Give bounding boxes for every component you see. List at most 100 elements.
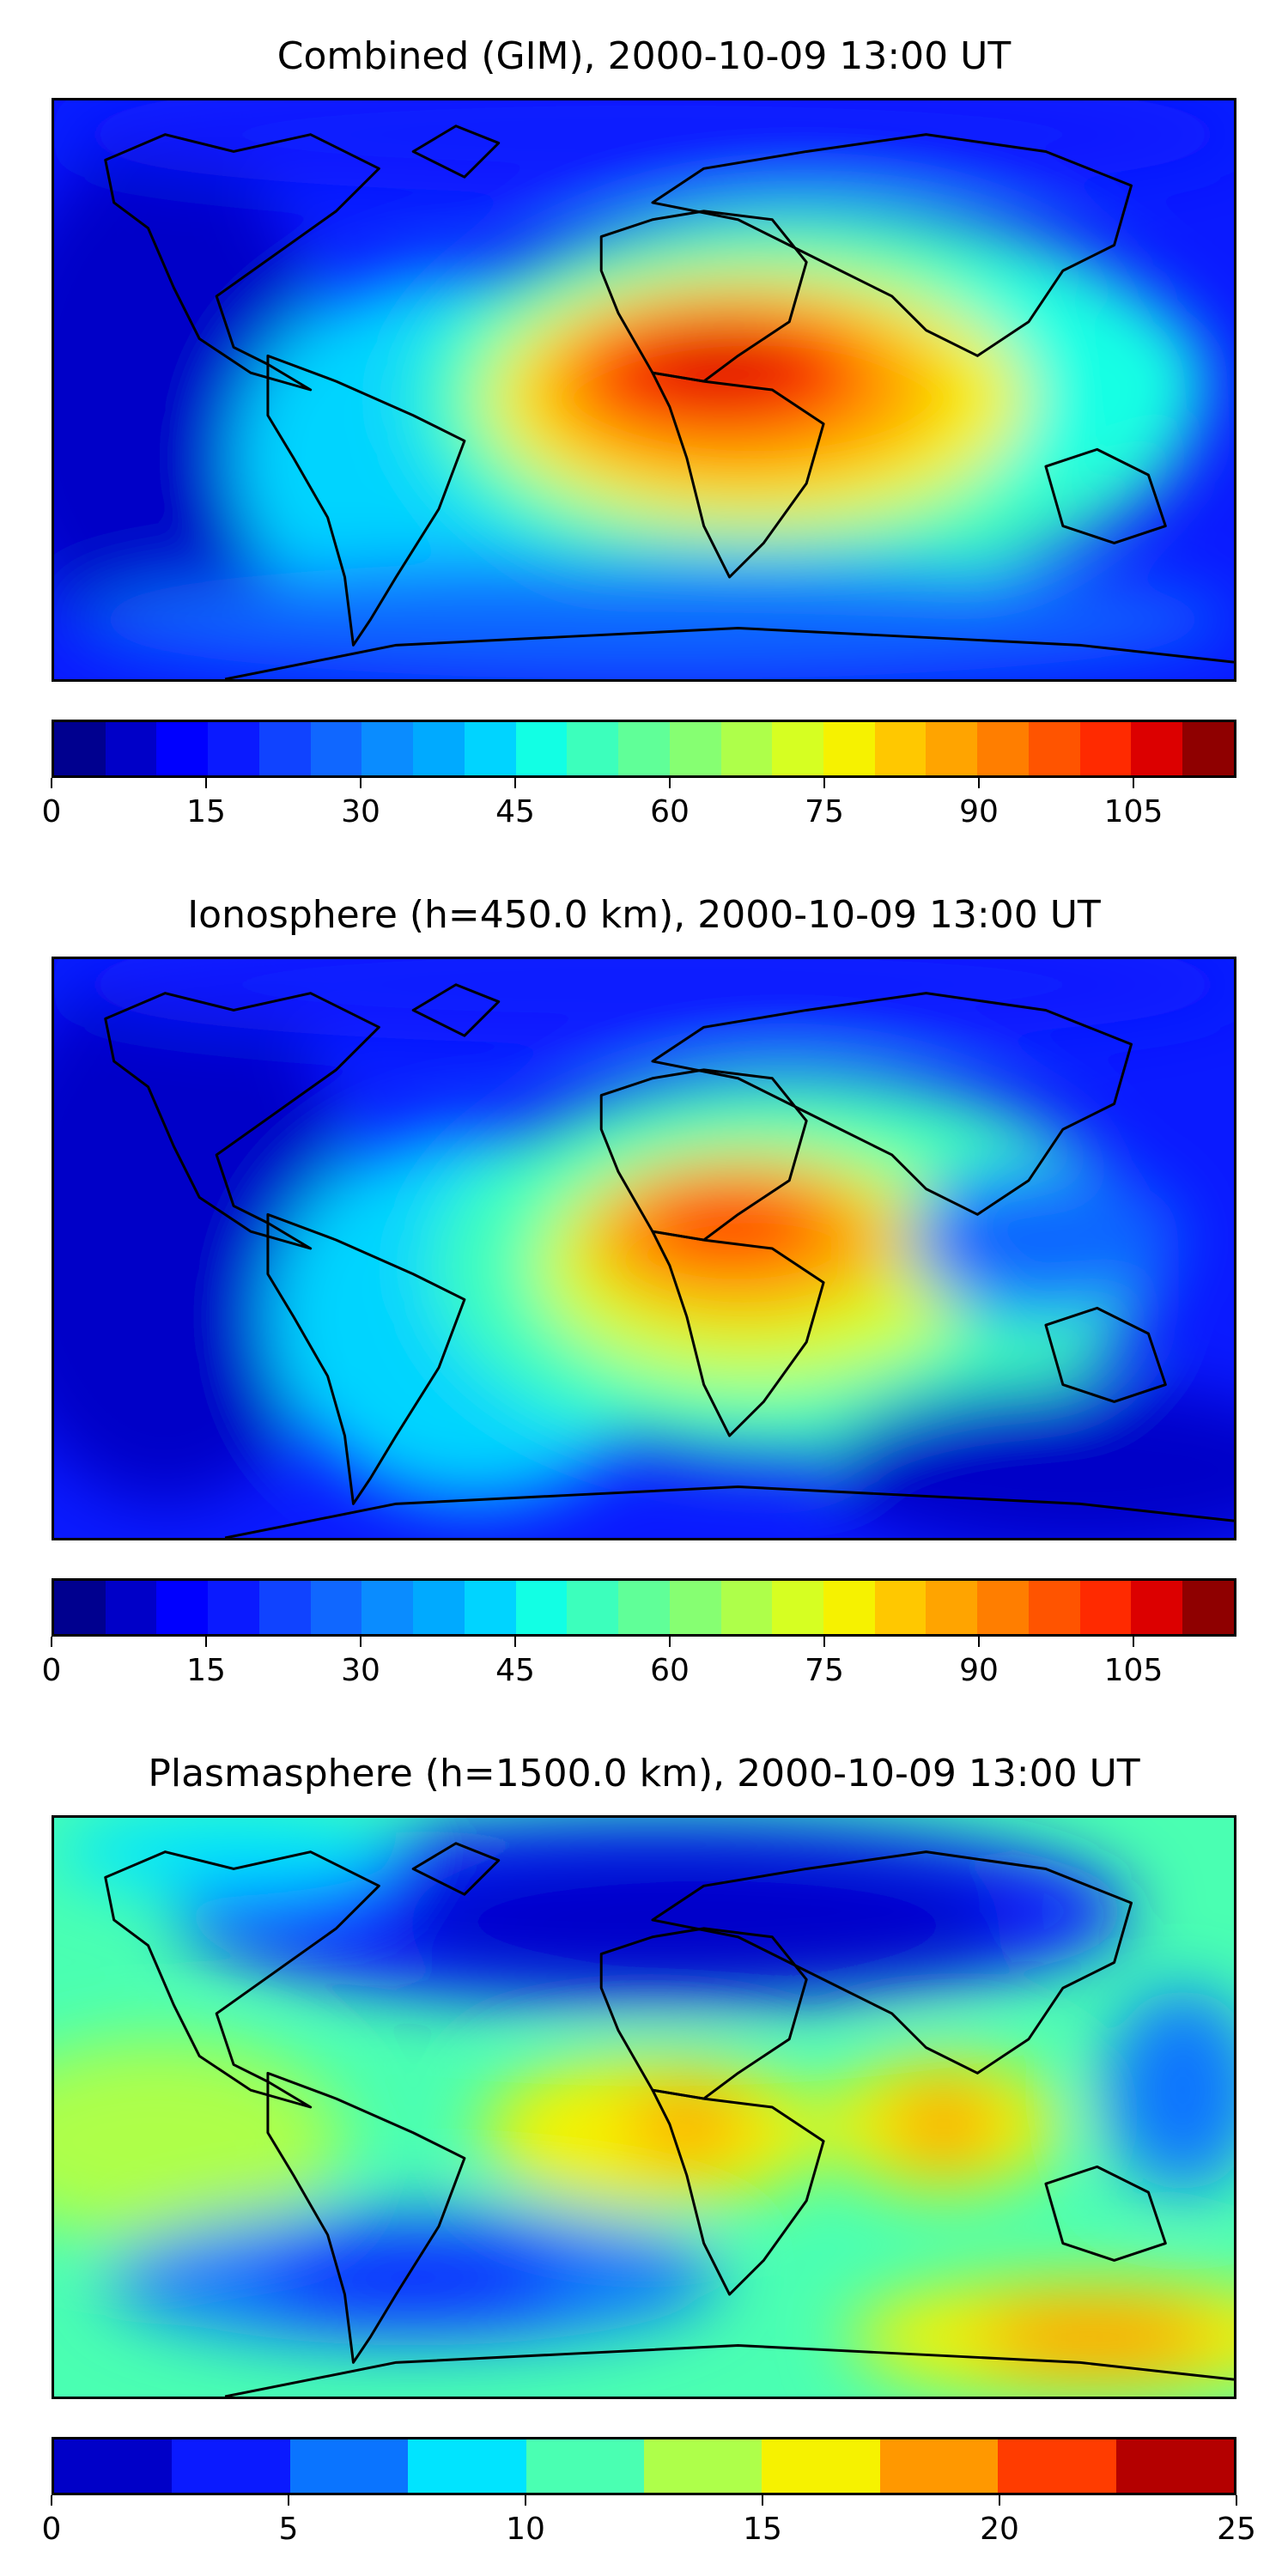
tick-mark bbox=[51, 2495, 52, 2506]
tick-mark bbox=[51, 1637, 52, 1647]
colorbar-level bbox=[408, 2439, 526, 2493]
colorbar-level bbox=[644, 2439, 762, 2493]
tick-mark bbox=[514, 1637, 516, 1647]
tick-mark bbox=[978, 1637, 980, 1647]
tick-mark bbox=[1133, 1637, 1134, 1647]
colorbar-level bbox=[1131, 722, 1183, 775]
colorbar-level bbox=[54, 2439, 173, 2493]
combined-tec-map bbox=[52, 98, 1236, 682]
tick-label: 45 bbox=[495, 794, 535, 829]
tick-label: 0 bbox=[41, 1653, 62, 1688]
colorbar-level bbox=[874, 722, 927, 775]
tick-mark bbox=[823, 1637, 825, 1647]
colorbar-level bbox=[879, 2439, 999, 2493]
tick-mark bbox=[978, 778, 980, 788]
tick-mark bbox=[669, 778, 671, 788]
tick-label: 20 bbox=[980, 2512, 1019, 2547]
tick-label: 90 bbox=[959, 1653, 999, 1688]
colorbar-level bbox=[998, 2439, 1116, 2493]
tick-mark bbox=[51, 778, 52, 788]
colorbar-level bbox=[772, 1581, 824, 1634]
tick-label: 105 bbox=[1103, 1653, 1163, 1688]
tick-label: 105 bbox=[1103, 794, 1163, 829]
colorbar-level bbox=[618, 722, 670, 775]
colorbar-level bbox=[526, 2439, 645, 2493]
tick-mark bbox=[360, 1637, 361, 1647]
tick-mark bbox=[1133, 778, 1134, 788]
plasmasphere-panel: Plasmasphere (h=1500.0 km), 2000-10-09 1… bbox=[0, 1717, 1288, 2576]
colorbar-level bbox=[1079, 722, 1132, 775]
tick-label: 5 bbox=[278, 2512, 299, 2547]
colorbar-level bbox=[720, 722, 773, 775]
colorbar-level bbox=[172, 2439, 290, 2493]
colorbar-level bbox=[669, 722, 721, 775]
tick-label: 15 bbox=[186, 794, 226, 829]
colorbar-level bbox=[464, 722, 516, 775]
colorbar-level bbox=[361, 722, 414, 775]
ionosphere-colorbar-ticks: 0 15 30 45 60 75 90 105 bbox=[42, 1637, 1236, 1697]
colorbar-level bbox=[361, 1581, 414, 1634]
colorbar-level bbox=[977, 1581, 1029, 1634]
tick-mark bbox=[360, 778, 361, 788]
colorbar-level bbox=[1079, 1581, 1132, 1634]
colorbar-level bbox=[669, 1581, 721, 1634]
tick-mark bbox=[205, 778, 207, 788]
tick-label: 75 bbox=[805, 794, 844, 829]
colorbar-level bbox=[1115, 2439, 1234, 2493]
combined-colorbar-ticks: 0 15 30 45 60 75 90 105 bbox=[42, 778, 1236, 838]
colorbar-level bbox=[567, 1581, 619, 1634]
tick-mark bbox=[1236, 2495, 1237, 2506]
colorbar-level bbox=[208, 722, 259, 775]
panel-title: Ionosphere (h=450.0 km), 2000-10-09 13:0… bbox=[187, 893, 1101, 937]
tick-mark bbox=[762, 2495, 763, 2506]
tick-label: 30 bbox=[341, 794, 380, 829]
colorbar-level bbox=[258, 1581, 311, 1634]
plasmasphere-colorbar-ticks: 0 5 10 15 20 25 bbox=[42, 2495, 1256, 2555]
colorbar-level bbox=[874, 1581, 927, 1634]
combined-colorbar bbox=[52, 720, 1236, 778]
colorbar-level bbox=[1182, 722, 1234, 775]
tick-label: 60 bbox=[650, 794, 690, 829]
tick-mark bbox=[514, 778, 516, 788]
tick-mark bbox=[999, 2495, 1000, 2506]
colorbar-level bbox=[515, 722, 568, 775]
colorbar-level bbox=[413, 722, 465, 775]
colorbar-level bbox=[772, 722, 824, 775]
panel-title: Plasmasphere (h=1500.0 km), 2000-10-09 1… bbox=[148, 1752, 1140, 1795]
tick-label: 45 bbox=[495, 1653, 535, 1688]
colorbar-level bbox=[208, 1581, 259, 1634]
ionosphere-tec-map bbox=[52, 957, 1236, 1540]
panel-title: Combined (GIM), 2000-10-09 13:00 UT bbox=[276, 34, 1012, 78]
colorbar-level bbox=[1028, 722, 1080, 775]
colorbar-level bbox=[1131, 1581, 1183, 1634]
colorbar-level bbox=[310, 722, 362, 775]
colorbar-level bbox=[105, 722, 157, 775]
colorbar-level bbox=[413, 1581, 465, 1634]
colorbar-level bbox=[567, 722, 619, 775]
colorbar-level bbox=[54, 722, 106, 775]
combined-gim-panel: Combined (GIM), 2000-10-09 13:00 UT bbox=[0, 0, 1288, 859]
plasmasphere-tec-map bbox=[52, 1815, 1236, 2399]
colorbar-level bbox=[1028, 1581, 1080, 1634]
colorbar-level bbox=[464, 1581, 516, 1634]
tick-label: 0 bbox=[41, 2512, 62, 2547]
ionosphere-panel: Ionosphere (h=450.0 km), 2000-10-09 13:0… bbox=[0, 859, 1288, 1717]
tick-mark bbox=[288, 2495, 289, 2506]
colorbar-level bbox=[823, 722, 875, 775]
tick-label: 15 bbox=[186, 1653, 226, 1688]
colorbar-level bbox=[156, 1581, 209, 1634]
colorbar-level bbox=[156, 722, 209, 775]
colorbar-level bbox=[977, 722, 1029, 775]
tick-label: 25 bbox=[1217, 2512, 1256, 2547]
colorbar-level bbox=[515, 1581, 568, 1634]
tick-mark bbox=[823, 778, 825, 788]
tick-mark bbox=[205, 1637, 207, 1647]
plasmasphere-colorbar bbox=[52, 2437, 1236, 2495]
tick-label: 90 bbox=[959, 794, 999, 829]
colorbar-level bbox=[105, 1581, 157, 1634]
tick-label: 15 bbox=[743, 2512, 782, 2547]
tick-label: 10 bbox=[506, 2512, 545, 2547]
colorbar-level bbox=[823, 1581, 875, 1634]
ionosphere-colorbar bbox=[52, 1578, 1236, 1637]
colorbar-level bbox=[926, 722, 978, 775]
